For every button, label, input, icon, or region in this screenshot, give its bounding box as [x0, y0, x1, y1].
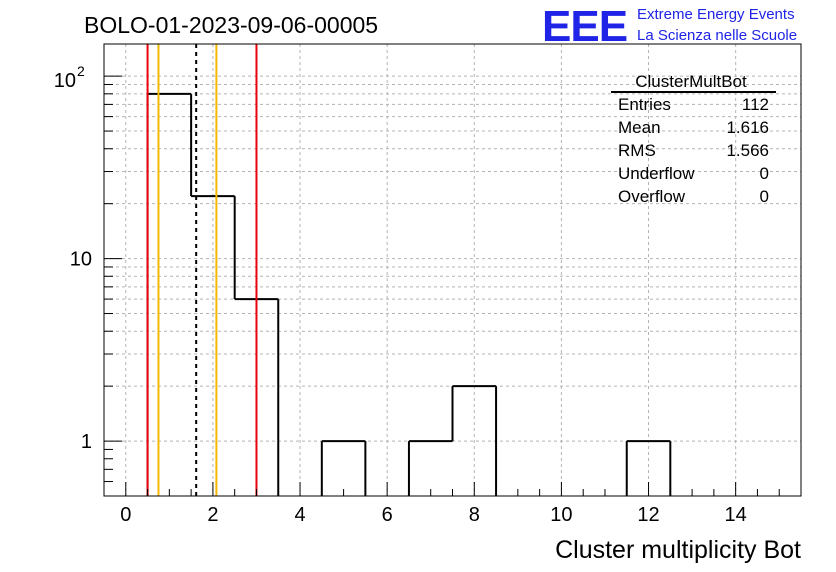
stats-box-title: ClusterMultBot: [635, 72, 747, 91]
grid: [104, 44, 801, 496]
x-tick-label: 8: [469, 504, 480, 526]
stats-row-label: RMS: [618, 141, 656, 160]
x-tick-label: 14: [725, 504, 747, 526]
stats-box: ClusterMultBot Entries 112 Mean 1.616 RMS 1.5…: [611, 72, 776, 206]
stats-row-value: 112: [742, 95, 769, 114]
y-tick-label-exponent: 2: [77, 63, 85, 79]
logo-caption-line1: Extreme Energy Events: [637, 6, 795, 23]
stats-row-label: Entries: [618, 95, 671, 114]
y-tick-label: 10: [70, 249, 92, 271]
x-tick-label: 10: [550, 504, 572, 526]
x-tick-label: 6: [382, 504, 393, 526]
eee-logo: EEE: [542, 2, 627, 51]
stats-row-value: 0: [760, 187, 769, 206]
run-title: BOLO-01-2023-09-06-00005: [84, 12, 378, 38]
histogram-bars: [146, 92, 672, 496]
stats-row-value: 1.616: [726, 118, 769, 137]
logo-caption-line2: La Scienza nelle Scuole: [637, 27, 797, 44]
y-tick-label: 10: [54, 70, 76, 92]
x-tick-label: 4: [294, 504, 305, 526]
y-tick-label: 1: [81, 431, 92, 453]
stats-row-label: Mean: [618, 118, 661, 137]
x-tick-label: 0: [120, 504, 131, 526]
x-tick-label: 12: [637, 504, 659, 526]
stats-rows: Entries 112 Mean 1.616 RMS 1.566 Underflow 0 Ove…: [618, 95, 769, 206]
x-axis-label: Cluster multiplicity Bot: [555, 536, 801, 564]
stats-row-value: 0: [760, 164, 769, 183]
stats-row-label: Overflow: [618, 187, 686, 206]
x-tick-label: 2: [207, 504, 218, 526]
stats-row-value: 1.566: [726, 141, 769, 160]
stats-row-label: Underflow: [618, 164, 695, 183]
reference-lines: [146, 44, 258, 496]
